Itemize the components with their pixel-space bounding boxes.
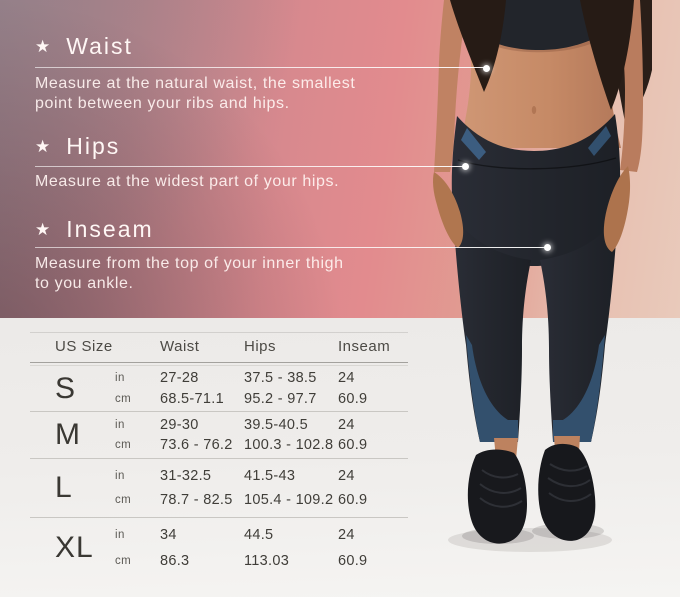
hips-title: Hips — [66, 133, 121, 159]
model-photo — [433, 0, 652, 552]
model-hair-front — [450, 0, 634, 110]
inseam-measure-dot — [544, 244, 551, 251]
inseam-title: Inseam — [66, 216, 154, 242]
hips-value: 44.5 — [244, 527, 274, 544]
hips-value: 113.03 — [244, 552, 290, 569]
unit-label: in — [115, 529, 125, 542]
table-row-xl: XL in 34 44.5 24 cm 86.3 113.03 60.9 — [30, 518, 408, 578]
size-table: US Size Waist Hips Inseam S in 27-28 37.… — [30, 332, 408, 578]
hips-heading: ★ Hips — [35, 133, 120, 162]
hips-measure-line — [35, 166, 463, 167]
inseam-measure-line — [35, 247, 545, 248]
hips-description: Measure at the widest part of your hips. — [35, 172, 339, 192]
model-navel — [531, 106, 537, 114]
pocket-accent-right — [588, 126, 611, 156]
inseam-heading: ★ Inseam — [35, 216, 154, 245]
hips-measure-dot — [462, 163, 469, 170]
waist-description-line: Measure at the natural waist, the smalle… — [35, 75, 356, 92]
inseam-value: 60.9 — [338, 492, 368, 509]
model-leggings — [451, 114, 621, 442]
hips-value: 95.2 - 97.7 — [244, 390, 317, 407]
unit-label: cm — [115, 392, 132, 405]
hips-value: 100.3 - 102.8 — [244, 437, 334, 454]
star-icon: ★ — [35, 220, 51, 239]
row-l-cm: cm 78.7 - 82.5 105.4 - 109.2 60.9 — [115, 492, 408, 508]
inseam-value: 60.9 — [338, 552, 368, 569]
star-icon: ★ — [35, 37, 51, 56]
model-hands — [433, 166, 631, 252]
waist-value: 78.7 - 82.5 — [160, 492, 233, 509]
row-s-in: in 27-28 37.5 - 38.5 24 — [115, 370, 408, 386]
row-xl-in: in 34 44.5 24 — [115, 527, 408, 543]
unit-label: cm — [115, 554, 132, 567]
unit-label: in — [115, 372, 125, 385]
header-rule-light — [30, 365, 408, 366]
waist-description-line: point between your ribs and hips. — [35, 95, 290, 112]
inseam-description: Measure from the top of your inner thigh… — [35, 254, 344, 294]
inseam-description-line: to you ankle. — [35, 275, 134, 292]
table-row-s: S in 27-28 37.5 - 38.5 24 cm 68.5-71.1 9… — [30, 366, 408, 412]
size-label: M — [55, 418, 81, 451]
shoe-laces-left — [479, 469, 523, 508]
size-label: XL — [55, 531, 94, 564]
inseam-value: 60.9 — [338, 390, 368, 407]
waist-value: 34 — [160, 527, 177, 544]
table-row-l: L in 31-32.5 41.5-43 24 cm 78.7 - 82.5 1… — [30, 459, 408, 518]
model-arms — [434, 0, 644, 172]
inseam-value: 60.9 — [338, 437, 368, 454]
model-sneakers — [467, 443, 596, 544]
waist-measure-dot — [483, 65, 490, 72]
hips-description-line: Measure at the widest part of your hips. — [35, 173, 340, 190]
inseam-value: 24 — [338, 527, 355, 544]
row-l-in: in 31-32.5 41.5-43 24 — [115, 468, 408, 484]
header-rule — [30, 362, 408, 363]
hips-value: 39.5-40.5 — [244, 416, 308, 433]
header-inseam: Inseam — [338, 338, 391, 355]
waist-value: 73.6 - 76.2 — [160, 437, 233, 454]
table-row-m: M in 29-30 39.5-40.5 24 cm 73.6 - 76.2 1… — [30, 412, 408, 459]
waist-value: 86.3 — [160, 552, 190, 569]
inseam-value: 24 — [338, 416, 355, 433]
inseam-description-line: Measure from the top of your inner thigh — [35, 255, 344, 272]
size-table-header: US Size Waist Hips Inseam — [30, 333, 408, 362]
waist-value: 29-30 — [160, 416, 199, 433]
pocket-accent-left — [461, 128, 486, 160]
unit-label: cm — [115, 439, 132, 452]
size-label: L — [55, 471, 73, 504]
header-hips: Hips — [244, 338, 277, 355]
unit-label: in — [115, 469, 125, 482]
waistband-seam — [457, 157, 617, 170]
waist-value: 27-28 — [160, 370, 199, 387]
hips-value: 37.5 - 38.5 — [244, 370, 317, 387]
header-us-size: US Size — [55, 338, 113, 355]
hips-value: 41.5-43 — [244, 467, 296, 484]
hips-value: 105.4 - 109.2 — [244, 492, 334, 509]
star-icon: ★ — [35, 137, 51, 156]
row-m-in: in 29-30 39.5-40.5 24 — [115, 417, 408, 433]
unit-label: in — [115, 418, 125, 431]
shoe-laces-right — [547, 463, 592, 502]
waist-heading: ★ Waist — [35, 33, 133, 62]
header-waist: Waist — [160, 338, 200, 355]
waist-value: 68.5-71.1 — [160, 390, 224, 407]
waist-measure-line — [35, 67, 484, 68]
row-m-cm: cm 73.6 - 76.2 100.3 - 102.8 60.9 — [115, 437, 408, 453]
inseam-value: 24 — [338, 467, 355, 484]
waist-description: Measure at the natural waist, the smalle… — [35, 74, 355, 114]
size-label: S — [55, 371, 77, 405]
unit-label: cm — [115, 494, 132, 507]
waist-value: 31-32.5 — [160, 467, 212, 484]
row-s-cm: cm 68.5-71.1 95.2 - 97.7 60.9 — [115, 391, 408, 407]
inseam-value: 24 — [338, 370, 355, 387]
waist-title: Waist — [66, 33, 133, 59]
row-xl-cm: cm 86.3 113.03 60.9 — [115, 553, 408, 569]
